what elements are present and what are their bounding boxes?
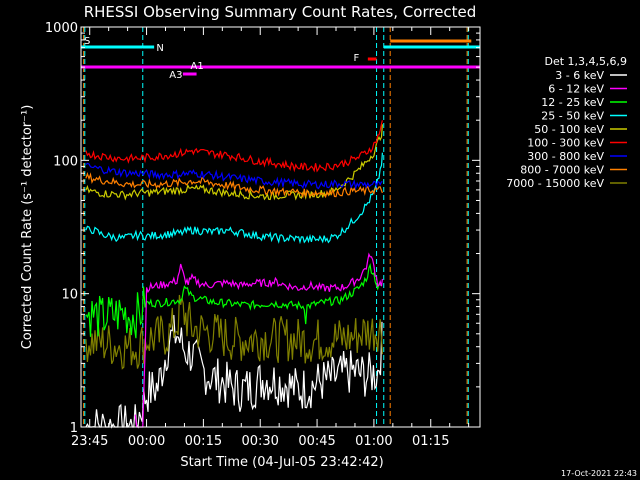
x-tick-label-3: 00:30: [241, 434, 278, 449]
timestamp: 17-Oct-2021 22:43: [561, 469, 637, 478]
x-tick-label-1: 00:00: [128, 434, 165, 449]
y-tick-label-0: 1: [70, 421, 78, 436]
legend-title: Det 1,3,4,5,6,9: [544, 55, 627, 68]
legend-label-8: 7000 - 15000 keV: [506, 177, 604, 190]
series-line-5: [85, 120, 383, 173]
y-tick-label-3: 1000: [45, 21, 78, 36]
x-tick-label-0: 23:45: [71, 434, 108, 449]
series-line-1: [134, 252, 383, 428]
annotation-label-a3: A3: [169, 70, 182, 81]
axis-layer: 1 10 100 1000 23:45 00:00 00:15 00:30 00:45 01:00…: [45, 21, 480, 449]
series-line-3: [85, 152, 383, 245]
series-line-7: [85, 172, 383, 199]
plot-frame: [80, 26, 481, 428]
x-tick-label-4: 00:45: [298, 434, 335, 449]
annotation-label-n: N: [156, 43, 163, 54]
y-axis-label: Corrected Count Rate (s⁻¹ detector⁻¹): [20, 105, 35, 350]
series-line-8: [85, 294, 383, 370]
x-axis-label: Start Time (04-Jul-05 23:42:42): [180, 455, 383, 470]
x-tick-label-2: 00:15: [185, 434, 222, 449]
series-line-2: [85, 262, 383, 339]
legend-label-3: 25 - 50 keV: [541, 110, 604, 123]
series-line-6: [85, 162, 383, 191]
y-tick-label-2: 100: [53, 154, 78, 169]
chart-title: RHESSI Observing Summary Count Rates, Co…: [84, 3, 477, 21]
legend-label-2: 12 - 25 keV: [541, 96, 604, 109]
y-tick-label-1: 10: [61, 288, 78, 303]
x-tick-label-5: 01:00: [355, 434, 392, 449]
legend-label-1: 6 - 12 keV: [548, 83, 604, 96]
legend-label-7: 800 - 7000 keV: [520, 164, 604, 177]
annotation-label-a1: A1: [191, 61, 204, 72]
legend-label-6: 300 - 800 keV: [527, 150, 604, 163]
plot-data-layer: S N A1 A3 F: [81, 27, 480, 429]
annotation-label-s: S: [84, 36, 90, 47]
legend-label-4: 50 - 100 keV: [534, 123, 604, 136]
legend-label-5: 100 - 300 keV: [527, 137, 604, 150]
x-tick-label-6: 01:15: [412, 434, 449, 449]
legend-label-0: 3 - 6 keV: [555, 69, 604, 82]
annotation-label-f: F: [353, 53, 359, 64]
